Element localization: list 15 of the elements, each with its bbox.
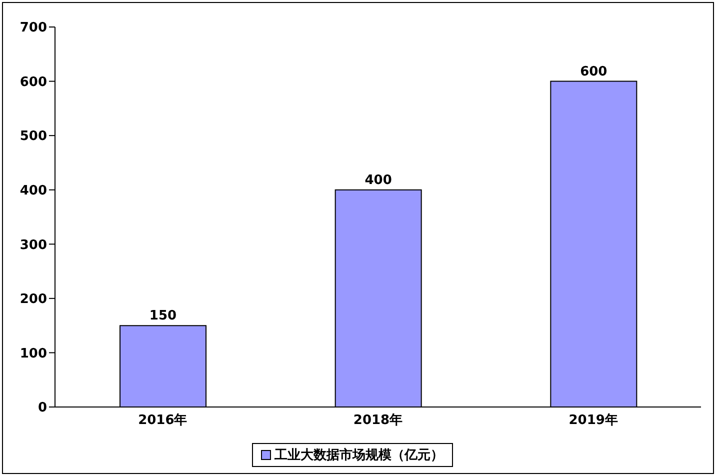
x-tick-label: 2016年 — [138, 413, 188, 428]
y-tick-label: 300 — [20, 238, 47, 253]
data-label: 150 — [149, 308, 177, 324]
y-tick-label: 700 — [20, 20, 47, 36]
x-tick-label: 2019年 — [568, 413, 618, 428]
y-tick-label: 400 — [20, 183, 47, 198]
legend-label: 工业大数据市场规模（亿元） — [274, 446, 444, 464]
y-tick-label: 0 — [38, 400, 47, 416]
y-tick-label: 600 — [20, 74, 47, 90]
data-label: 400 — [364, 172, 392, 188]
y-tick-label: 100 — [20, 346, 47, 362]
y-tick-label: 500 — [20, 129, 47, 144]
x-tick-label: 2018年 — [353, 413, 403, 428]
data-label: 600 — [580, 64, 608, 80]
y-tick-label: 200 — [20, 292, 47, 308]
